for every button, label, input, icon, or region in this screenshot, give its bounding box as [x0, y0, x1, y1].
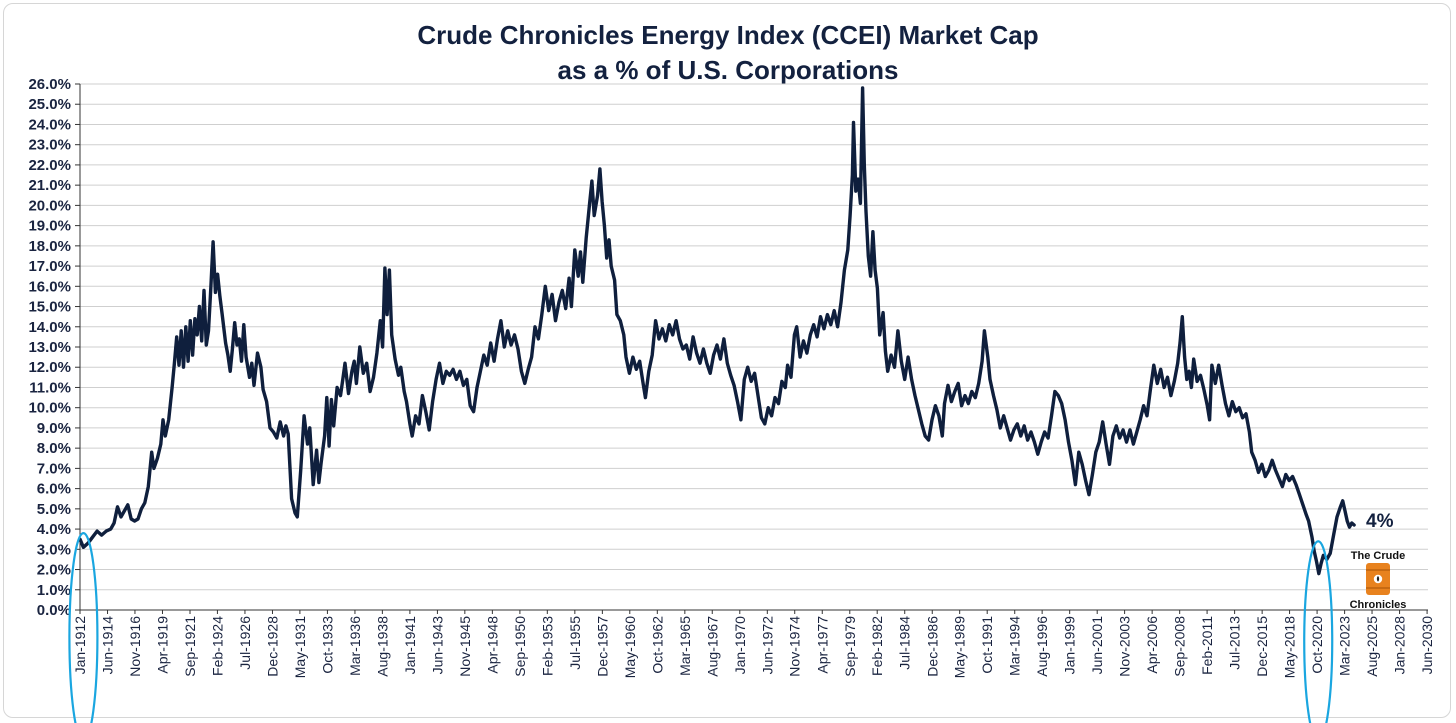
y-tick-label: 10.0%: [28, 400, 71, 417]
x-tick-label: Dec-1957: [594, 616, 610, 677]
x-tick-label: Aug-1967: [704, 616, 720, 677]
x-tick-label: Oct-1933: [319, 616, 335, 674]
x-tick-label: Feb-2011: [1199, 616, 1215, 675]
x-tick-label: Nov-1916: [127, 616, 143, 677]
y-tick-label: 21.0%: [28, 177, 71, 194]
y-tick-label: 18.0%: [28, 238, 71, 255]
y-tick-label: 22.0%: [28, 157, 71, 174]
x-tick-label: Mar-1994: [1007, 616, 1023, 676]
x-tick-label: Jun-1914: [100, 616, 116, 675]
y-tick-label: 14.0%: [28, 319, 71, 336]
x-tick-label: Mar-1965: [677, 616, 693, 676]
x-tick-label: May-1960: [622, 616, 638, 678]
x-tick-label: Sep-1921: [182, 616, 198, 677]
y-tick-label: 11.0%: [29, 379, 71, 396]
y-tick-label: 23.0%: [28, 137, 71, 154]
x-tick-label: Jan-1999: [1062, 616, 1078, 675]
x-tick-label: Sep-1979: [842, 616, 858, 677]
x-tick-label: Jul-1926: [237, 616, 253, 670]
highlight-ellipse-2020: [1303, 540, 1334, 723]
x-axis-ticks: Jan-1912 Jun-1914 Nov-1916 Apr-1919 Sep-1921…: [72, 610, 1435, 678]
x-tick-label: Jan-2028: [1392, 616, 1408, 675]
y-tick-label: 7.0%: [37, 460, 71, 477]
x-tick-label: Sep-2008: [1172, 616, 1188, 677]
series-line-ccei: [78, 86, 1356, 576]
y-tick-label: 6.0%: [37, 481, 71, 498]
y-tick-label: 5.0%: [37, 501, 71, 518]
x-tick-label: Mar-2023: [1337, 616, 1353, 676]
logo-text-line2: Chronicles: [1350, 599, 1407, 611]
y-tick-label: 9.0%: [37, 420, 71, 437]
x-tick-label: Dec-2015: [1254, 616, 1270, 677]
y-tick-label: 16.0%: [28, 278, 71, 295]
y-tick-label: 24.0%: [28, 116, 71, 133]
x-tick-label: Apr-1948: [484, 616, 500, 674]
x-tick-label: Feb-1924: [209, 616, 225, 676]
x-tick-label: Jun-1943: [429, 616, 445, 675]
x-tick-label: May-1931: [292, 616, 308, 678]
y-axis-ticks: 0.0% 1.0% 2.0% 3.0% 4.0% 5.0% 6.0% 7.0% 8.0% 9.0%…: [28, 76, 80, 619]
x-tick-label: Feb-1953: [539, 616, 555, 676]
y-tick-label: 8.0%: [37, 440, 71, 457]
x-tick-label: Jan-1941: [402, 616, 418, 675]
y-tick-label: 20.0%: [28, 197, 71, 214]
x-tick-label: Jun-2030: [1419, 616, 1435, 675]
x-tick-label: Aug-2025: [1364, 616, 1380, 677]
x-tick-label: Dec-1986: [924, 616, 940, 677]
x-tick-label: Nov-1974: [787, 616, 803, 677]
y-tick-label: 13.0%: [28, 339, 71, 356]
x-tick-label: Jul-1984: [897, 616, 913, 670]
x-tick-label: Jun-2001: [1089, 616, 1105, 675]
y-tick-label: 4.0%: [37, 521, 71, 538]
x-tick-label: Jul-2013: [1227, 616, 1243, 670]
y-tick-label: 25.0%: [28, 96, 71, 113]
x-tick-label: Feb-1982: [869, 616, 885, 676]
highlight-ellipse-1912: [68, 532, 99, 723]
x-tick-label: Jul-1955: [567, 616, 583, 670]
x-tick-label: Oct-1991: [979, 616, 995, 674]
y-tick-label: 3.0%: [37, 541, 71, 558]
x-tick-label: Nov-1945: [457, 616, 473, 677]
x-tick-label: Oct-2020: [1309, 616, 1325, 674]
y-tick-label: 2.0%: [37, 562, 71, 579]
y-tick-label: 26.0%: [28, 76, 71, 93]
logo-text-line1: The Crude: [1351, 550, 1405, 562]
end-value-label: 4%: [1366, 511, 1394, 532]
oil-barrel-icon: [1366, 563, 1390, 595]
chart-title: Crude Chronicles Energy Index (CCEI) Mar…: [417, 20, 1038, 85]
chart-title-line-2: as a % of U.S. Corporations: [558, 55, 899, 85]
x-tick-label: May-1989: [952, 616, 968, 678]
y-tick-label: 0.0%: [37, 602, 71, 619]
y-tick-label: 19.0%: [28, 218, 71, 235]
x-tick-label: Jan-1970: [732, 616, 748, 675]
x-tick-label: Dec-1928: [264, 616, 280, 677]
x-tick-label: Mar-1936: [347, 616, 363, 676]
x-tick-label: Aug-1996: [1034, 616, 1050, 677]
crude-chronicles-logo: The Crude Chronicles: [1350, 550, 1407, 611]
x-tick-label: Apr-1919: [154, 616, 170, 674]
y-tick-label: 15.0%: [28, 299, 71, 316]
y-tick-label: 1.0%: [37, 582, 71, 599]
x-tick-label: Nov-2003: [1117, 616, 1133, 677]
x-tick-label: Sep-1950: [512, 616, 528, 677]
y-tick-label: 17.0%: [28, 258, 71, 275]
x-tick-label: Oct-1962: [649, 616, 665, 674]
gridlines: [80, 83, 1428, 591]
x-tick-label: Apr-2006: [1144, 616, 1160, 674]
chart-title-line-1: Crude Chronicles Energy Index (CCEI) Mar…: [417, 20, 1038, 50]
x-tick-label: Jun-1972: [759, 616, 775, 675]
x-tick-label: May-2018: [1282, 616, 1298, 678]
x-tick-label: Jan-1912: [72, 616, 88, 675]
x-tick-label: Aug-1938: [374, 616, 390, 677]
y-tick-label: 12.0%: [28, 359, 71, 376]
x-tick-label: Apr-1977: [814, 616, 830, 674]
